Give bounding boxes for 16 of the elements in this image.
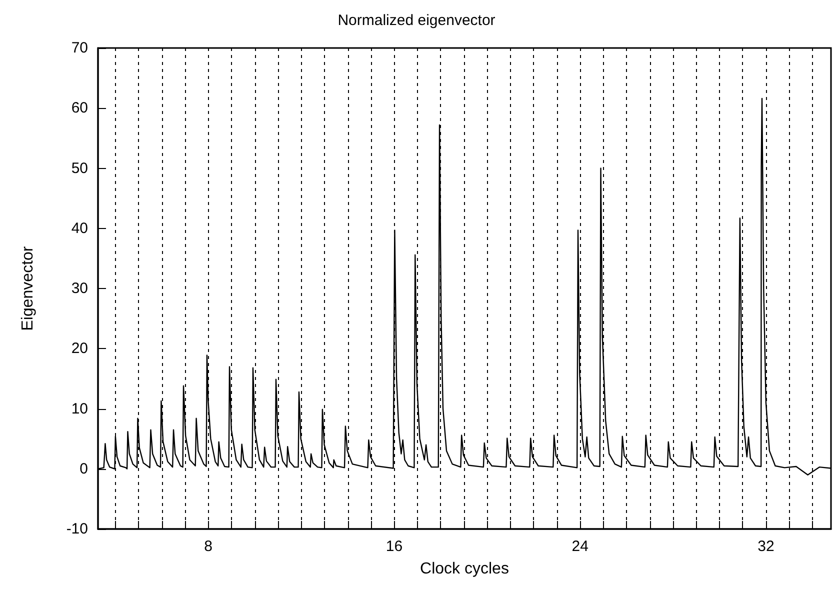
x-tick-label: 32 [758, 538, 774, 555]
chart-title: Normalized eigenvector [338, 12, 496, 29]
x-axis-title: Clock cycles [420, 560, 509, 578]
y-tick-label: 70 [71, 40, 88, 56]
y-tick-label: -10 [66, 520, 88, 538]
y-tick-label: 50 [71, 160, 88, 177]
y-tick-label: 30 [71, 280, 88, 297]
y-tick-label: 20 [71, 340, 88, 358]
x-tick-label: 16 [386, 538, 403, 555]
x-tick-label: 24 [572, 538, 588, 555]
x-tick-label: 8 [204, 538, 213, 555]
y-tick-label: 10 [71, 400, 88, 418]
y-tick-label: 40 [71, 220, 88, 237]
y-axis-title: Eigenvector [20, 246, 36, 331]
y-tick-label: 0 [80, 460, 88, 478]
y-tick-label: 60 [71, 100, 88, 117]
